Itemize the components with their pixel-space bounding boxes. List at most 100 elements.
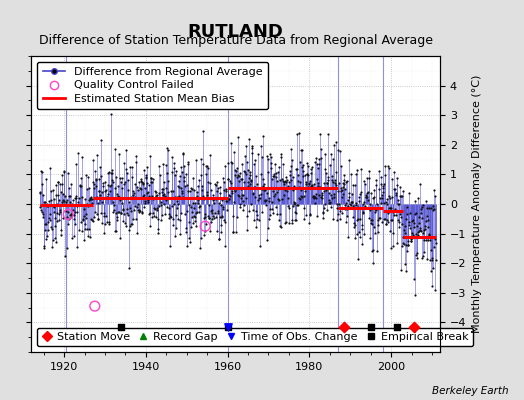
Point (179, 151, 187, 157)
Point (257, 154, 266, 160)
Point (175, 178, 183, 184)
Point (152, 205, 161, 211)
Point (180, 163, 189, 170)
Point (146, 223, 155, 230)
Point (380, 181, 388, 188)
Point (115, 151, 124, 158)
Point (245, 174, 254, 181)
Point (425, 232, 433, 239)
Point (222, 187, 231, 194)
Point (244, 208, 253, 214)
Point (82, 186, 91, 192)
Point (129, 215, 137, 222)
Point (144, 188, 152, 195)
Point (200, 211, 209, 218)
Point (181, 170, 190, 177)
Point (172, 225, 180, 231)
Point (136, 178, 145, 184)
Point (276, 177, 284, 184)
Point (51, 182, 60, 188)
Point (37, 202, 45, 208)
Point (334, 211, 342, 217)
Point (124, 177, 132, 184)
Point (200, 232, 208, 239)
Point (320, 151, 329, 157)
Point (56, 209, 64, 216)
Point (417, 206, 425, 213)
Point (140, 203, 148, 210)
Point (181, 211, 189, 217)
Point (36, 203, 44, 210)
Point (153, 192, 161, 198)
Point (366, 207, 375, 213)
Point (45, 210, 53, 217)
Point (132, 216, 140, 222)
Point (183, 182, 191, 188)
Point (184, 188, 192, 194)
Point (117, 210, 126, 216)
Point (418, 255, 427, 262)
Point (77, 175, 85, 181)
Point (376, 214, 384, 221)
Point (358, 209, 367, 216)
Point (168, 168, 176, 175)
Point (156, 195, 165, 202)
Point (311, 194, 319, 201)
Point (263, 236, 271, 243)
Point (416, 181, 424, 187)
Point (373, 201, 381, 207)
Point (330, 191, 339, 198)
Point (68, 201, 77, 207)
Point (241, 168, 249, 175)
Point (132, 159, 140, 165)
Text: Difference of Station Temperature Data from Regional Average: Difference of Station Temperature Data f… (39, 34, 433, 46)
Point (224, 176, 233, 182)
Point (356, 191, 365, 197)
Point (253, 212, 261, 218)
Point (93, 194, 101, 200)
Point (248, 145, 257, 152)
Point (390, 186, 398, 192)
Point (353, 230, 362, 237)
Point (116, 209, 125, 216)
Point (71, 208, 79, 215)
Point (36, 188, 45, 195)
Point (332, 139, 340, 146)
Point (234, 172, 242, 178)
Point (355, 198, 364, 205)
Point (141, 200, 149, 206)
Point (182, 225, 190, 232)
Point (38, 169, 46, 176)
Point (169, 222, 178, 228)
Point (227, 139, 235, 146)
Point (212, 179, 221, 185)
Point (182, 229, 190, 235)
Point (256, 191, 265, 197)
Point (238, 161, 246, 168)
Point (340, 176, 348, 183)
Point (48, 237, 57, 243)
Point (184, 219, 193, 226)
Point (260, 187, 268, 193)
Point (413, 195, 422, 201)
Point (391, 212, 400, 218)
Point (283, 195, 292, 201)
Point (171, 172, 179, 178)
Point (51, 215, 60, 222)
Point (324, 177, 332, 183)
Point (160, 201, 168, 208)
Point (92, 183, 100, 190)
Point (331, 177, 340, 183)
Point (342, 219, 350, 225)
Point (426, 257, 434, 263)
Point (66, 199, 74, 205)
Point (368, 221, 377, 228)
Point (168, 215, 177, 222)
Point (218, 214, 226, 220)
Point (185, 235, 193, 241)
Point (137, 186, 145, 192)
Point (423, 205, 431, 211)
Point (130, 195, 138, 202)
Point (308, 184, 316, 190)
Point (97, 210, 105, 216)
